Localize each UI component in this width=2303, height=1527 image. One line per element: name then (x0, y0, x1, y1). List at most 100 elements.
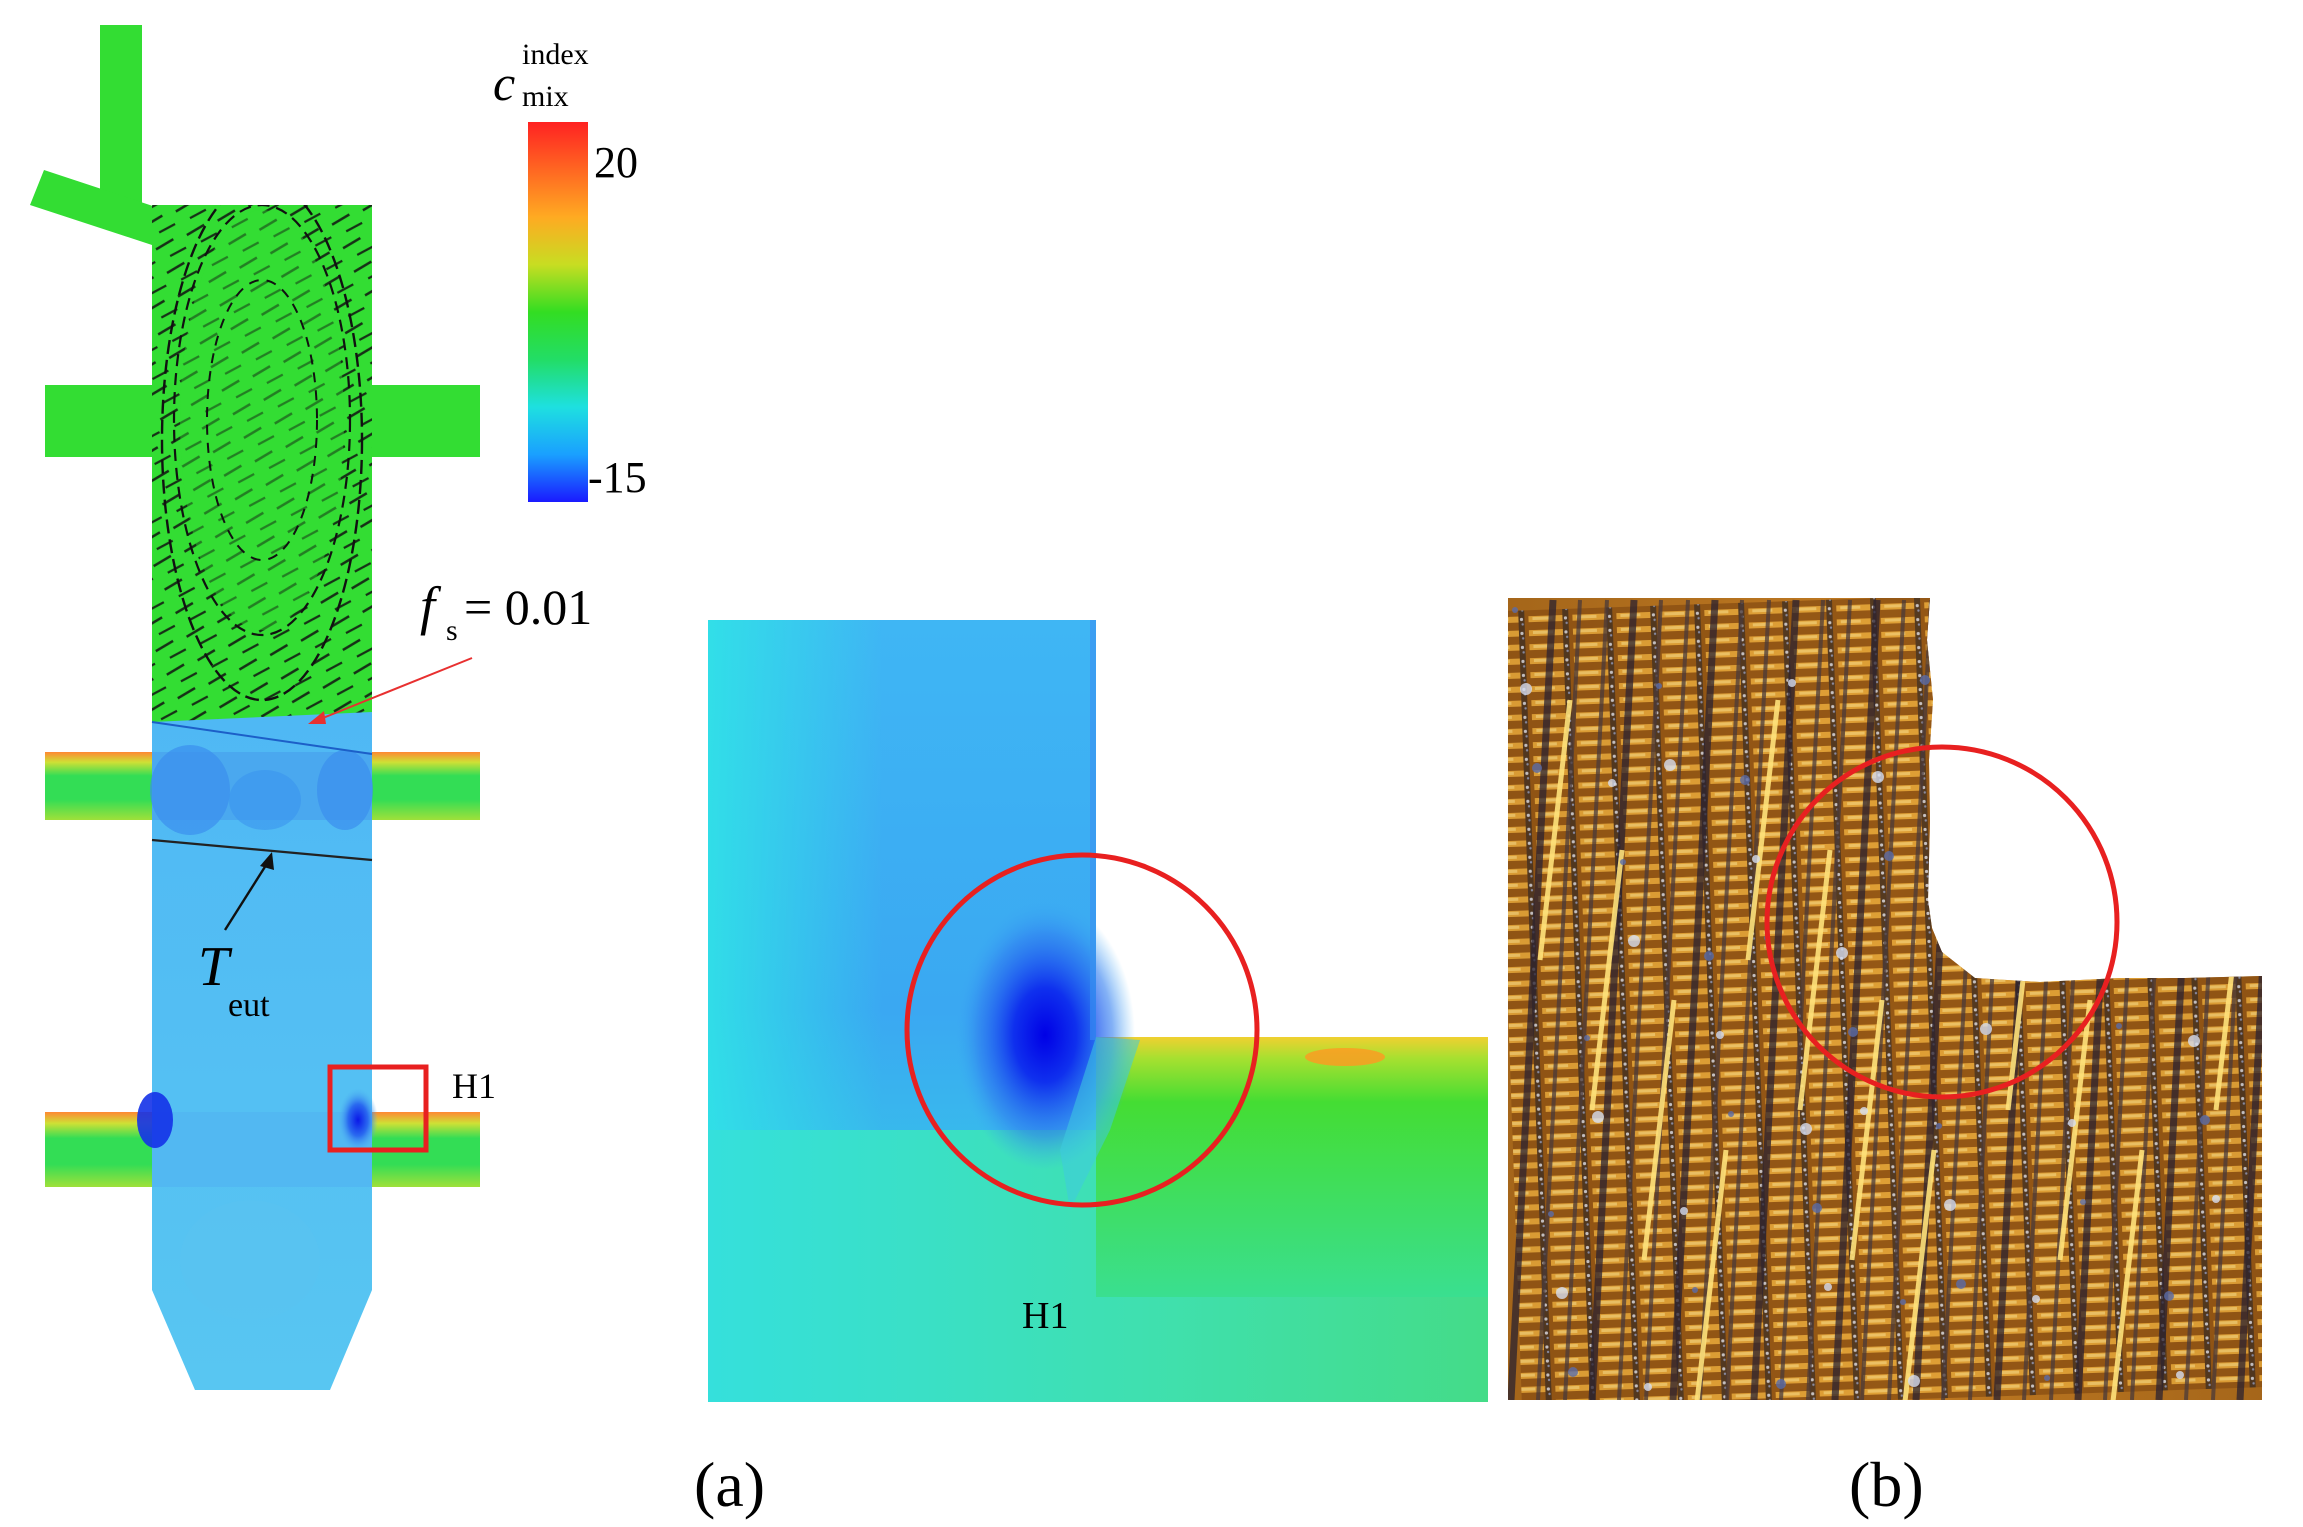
eutectic-speck (1620, 859, 1626, 865)
bright-streak (1797, 849, 1833, 1111)
colorbar-min-label: -15 (588, 453, 647, 502)
panel-a-zoom: H1 (708, 620, 1488, 1402)
eutectic-isotherm (151, 838, 373, 862)
eutectic-speck (1776, 1379, 1786, 1389)
eutectic-speck (1936, 1123, 1942, 1129)
dendrite-boundary (1887, 599, 1933, 1400)
eutectic-speck (1800, 1123, 1812, 1135)
teut-symbol: T (198, 936, 233, 998)
fs-subscript: s (446, 614, 458, 647)
eutectic-speck (2044, 1375, 2050, 1381)
eutectic-speck (1548, 1211, 1554, 1217)
dendrite-boundary (1536, 599, 1582, 1400)
eutectic-speck (1908, 1375, 1920, 1387)
eutectic-speck (1556, 1287, 1568, 1299)
eutectic-speck (1860, 1107, 1868, 1115)
h1-label-left: H1 (452, 1066, 496, 1106)
eutectic-speck (1512, 607, 1518, 613)
eutectic-speck (1944, 1199, 1956, 1211)
bright-streak (1537, 699, 1573, 961)
eutectic-speck (1788, 679, 1796, 687)
dendrite-boundary (1698, 599, 1744, 1400)
eutectic-speck (1692, 1287, 1698, 1293)
bright-streak (1901, 1149, 1937, 1400)
eutectic-speck (1520, 683, 1532, 695)
eutectic-speck (2008, 771, 2014, 777)
eutectic-speck (2052, 671, 2064, 683)
panel-a-label: (a) (694, 1449, 765, 1520)
fs-symbol: f (420, 576, 442, 636)
bright-streak (2109, 1149, 2145, 1400)
inclined-feed-pipe (30, 170, 165, 245)
colorbar: c index mix 20 -15 (493, 38, 647, 502)
eutectic-speck (1980, 1023, 1992, 1035)
eutectic-speck (2080, 1199, 2086, 1205)
micro-highlight-circle (1764, 744, 2120, 1100)
bright-streak (1589, 849, 1625, 1111)
eutectic-speck (2032, 1295, 2040, 1303)
h1-hotspot (338, 1088, 378, 1152)
vertical-feed-pipe (100, 25, 142, 215)
dendrite-boundary (1831, 599, 1881, 1400)
solid-fraction-line (151, 721, 373, 755)
dendrite-boundary (1669, 599, 1719, 1400)
eutectic-speck (1704, 951, 1714, 961)
fs-leader-line (317, 657, 473, 721)
dendrite-boundary (1617, 599, 1663, 1400)
colorbar-max-label: 20 (594, 138, 638, 187)
eutectic-speck (1568, 1367, 1578, 1377)
eutectic-speck (2164, 1291, 2174, 1301)
teut-leader-line (223, 861, 270, 931)
bright-streak (1641, 999, 1677, 1261)
eutectic-speck (1872, 771, 1884, 783)
dendrite-boundary (1750, 599, 1800, 1400)
teut-annotation: T eut (198, 852, 274, 1024)
colorbar-title-subscript: mix (522, 80, 569, 113)
eutectic-speck (1752, 855, 1760, 863)
bright-streak (1953, 699, 1989, 961)
panel-b-label: (b) (1849, 1449, 1924, 1520)
bright-streak (1693, 1149, 1729, 1400)
teut-subscript: eut (228, 987, 270, 1024)
eutectic-speck (1884, 851, 1894, 861)
bright-streak (2057, 999, 2093, 1261)
zoom-highlight-circle (904, 852, 1260, 1208)
eutectic-speck (2212, 1195, 2220, 1203)
dendrite-boundary (1806, 599, 1852, 1400)
eutectic-speck (1644, 1383, 1652, 1391)
dendrite-boundary (1725, 599, 1771, 1400)
eutectic-speck (1824, 1283, 1832, 1291)
eutectic-speck (1740, 775, 1750, 785)
eutectic-speck (1584, 1035, 1590, 1041)
eutectic-speck (2016, 847, 2028, 859)
eutectic-speck (2224, 859, 2236, 871)
bright-streak (2161, 699, 2197, 961)
eutectic-speck (2236, 939, 2246, 949)
bright-streak (1849, 999, 1885, 1261)
dendrite-boundary (1644, 599, 1690, 1400)
fs-value: = 0.01 (464, 579, 592, 635)
eutectic-speck (2188, 1035, 2200, 1047)
dendrite-boundary (1563, 599, 1609, 1400)
eutectic-speck (1956, 1279, 1966, 1289)
eutectic-speck (1972, 947, 1978, 953)
flow-vector-field (152, 205, 372, 730)
dendrite-boundary (1508, 599, 1557, 1400)
eutectic-speck (1656, 683, 1662, 689)
dendrite-boundary (1860, 599, 1906, 1400)
eutectic-speck (1664, 759, 1676, 771)
eutectic-speck (1900, 1299, 1906, 1305)
dendrite-boundary (2236, 599, 2262, 1400)
casting-simulation (30, 25, 480, 1390)
eutectic-speck (1996, 691, 2004, 699)
eutectic-speck (1592, 1111, 1604, 1123)
dendrite-boundary (1779, 599, 1825, 1400)
eutectic-speck (2140, 767, 2148, 775)
h1-label-center: H1 (1022, 1295, 1068, 1337)
h1-marker-box (327, 1064, 429, 1153)
eutectic-speck (1680, 1207, 1688, 1215)
zoom-arm (1096, 1037, 1488, 1297)
eutectic-speck (1812, 1203, 1822, 1213)
dendrite-boundary (1588, 599, 1638, 1400)
eutectic-speck (1836, 947, 1848, 959)
